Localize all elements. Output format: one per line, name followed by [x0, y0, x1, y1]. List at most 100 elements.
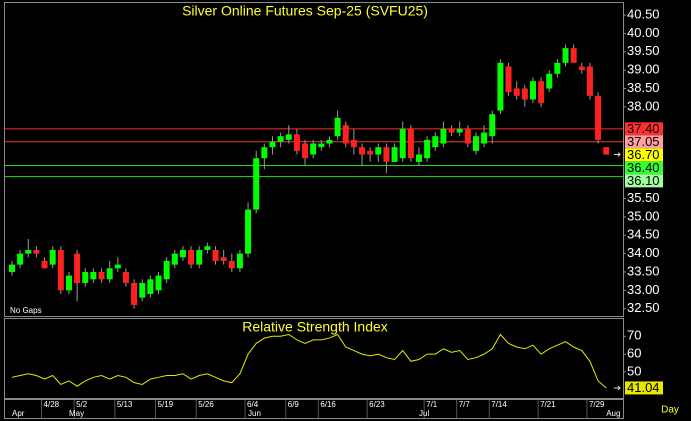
candle-body — [147, 279, 154, 294]
rsi-panel — [4, 318, 624, 399]
candle-body — [538, 81, 545, 104]
candle-body — [570, 48, 577, 63]
candle-body — [25, 249, 32, 254]
candle-body — [416, 154, 422, 162]
candle-body — [245, 209, 252, 254]
candle-body — [57, 249, 64, 291]
candle-body — [253, 158, 260, 210]
candle-body — [17, 253, 24, 265]
candle-body — [114, 264, 121, 269]
x-tick-label: 5/19 — [158, 400, 174, 409]
y-tick-label: 40.50 — [627, 7, 660, 22]
candle-body — [196, 249, 203, 265]
candle-body — [513, 88, 520, 96]
level-label: 37.05 — [627, 134, 660, 149]
candle-body — [464, 128, 471, 144]
rsi-last-label: 41.04 — [627, 380, 660, 395]
y-tick-label: 34.50 — [627, 227, 660, 242]
candle-body — [74, 253, 81, 283]
candle-body — [41, 260, 48, 269]
candle-body — [163, 260, 170, 280]
chart-title: Silver Online Futures Sep-25 (SVFU25) — [182, 3, 428, 19]
date-axis — [4, 399, 624, 419]
candle-body — [277, 136, 284, 142]
x-tick-label: 7/14 — [491, 400, 507, 409]
candle-body — [228, 260, 235, 269]
x-tick-label: 6/4 — [247, 400, 259, 409]
y-tick-label: 39.50 — [627, 43, 660, 58]
candle-body — [375, 147, 382, 155]
y-tick-label: 34.00 — [627, 245, 660, 260]
candle-body — [98, 271, 105, 280]
month-label: Aug — [606, 409, 620, 418]
level-label-box — [625, 135, 663, 149]
candle-body — [302, 143, 309, 159]
candle-body — [179, 249, 186, 258]
candle-body — [188, 249, 195, 265]
x-tick-label: 7/7 — [459, 400, 471, 409]
month-label: Jul — [419, 409, 429, 418]
candle-body — [171, 253, 178, 265]
candle-body — [497, 62, 504, 111]
candle-body — [603, 147, 610, 155]
y-tick-label: 39.00 — [627, 62, 660, 77]
x-tick-label: 4/28 — [44, 400, 60, 409]
candle-body — [424, 139, 431, 159]
candle-body — [269, 141, 276, 148]
candle-body — [489, 114, 496, 137]
price-panel — [4, 2, 624, 317]
candle-body — [472, 136, 479, 151]
candle-body — [131, 282, 138, 305]
candle-body — [334, 117, 341, 137]
candle-body — [456, 128, 463, 133]
candle-body — [554, 62, 561, 74]
y-tick-label: 35.50 — [627, 190, 660, 205]
month-label: Apr — [12, 409, 25, 418]
x-tick-label: 6/23 — [369, 400, 385, 409]
month-label: Jun — [248, 409, 261, 418]
level-label: 36.10 — [627, 173, 660, 188]
y-tick-label: 35.00 — [627, 208, 660, 223]
candle-body — [383, 147, 390, 162]
candle-body — [90, 271, 97, 280]
candle-body — [310, 143, 317, 155]
candle-body — [139, 282, 146, 298]
level-label: 36.70 — [627, 147, 660, 162]
candle-body — [82, 271, 89, 283]
level-label-box — [625, 174, 663, 188]
candle-body — [440, 128, 447, 144]
candle-body — [391, 147, 398, 162]
y-tick-label: 38.50 — [627, 80, 660, 95]
x-tick-label: 7/1 — [426, 400, 438, 409]
level-label-box — [625, 122, 663, 136]
level-label-box — [625, 161, 663, 175]
level-label-box — [625, 148, 663, 162]
x-tick-label: 5/13 — [117, 400, 133, 409]
candle-body — [432, 136, 439, 148]
note: No Gaps — [10, 306, 42, 315]
candle-body — [350, 139, 357, 148]
candle-body — [407, 128, 414, 159]
level-label: 37.40 — [627, 121, 660, 136]
candle-body — [49, 249, 56, 265]
candle-body — [65, 275, 72, 291]
candle-body — [293, 134, 300, 151]
last-arrow — [614, 152, 621, 157]
candle-body — [399, 128, 406, 159]
level-label: 36.40 — [627, 160, 660, 175]
candle-body — [204, 246, 211, 250]
candle-body — [318, 143, 325, 148]
y-tick-label: 38.00 — [627, 98, 660, 113]
candle-body — [122, 271, 129, 283]
x-tick-label: 5/2 — [76, 400, 88, 409]
y-tick-label: 33.00 — [627, 282, 660, 297]
x-tick-label: 5/26 — [198, 400, 214, 409]
candle-body — [9, 264, 15, 272]
candle-body — [578, 66, 585, 71]
x-tick-label: 7/21 — [540, 400, 556, 409]
candle-body — [342, 125, 349, 144]
candle-body — [481, 132, 488, 144]
y-tick-label: 32.50 — [627, 300, 660, 315]
